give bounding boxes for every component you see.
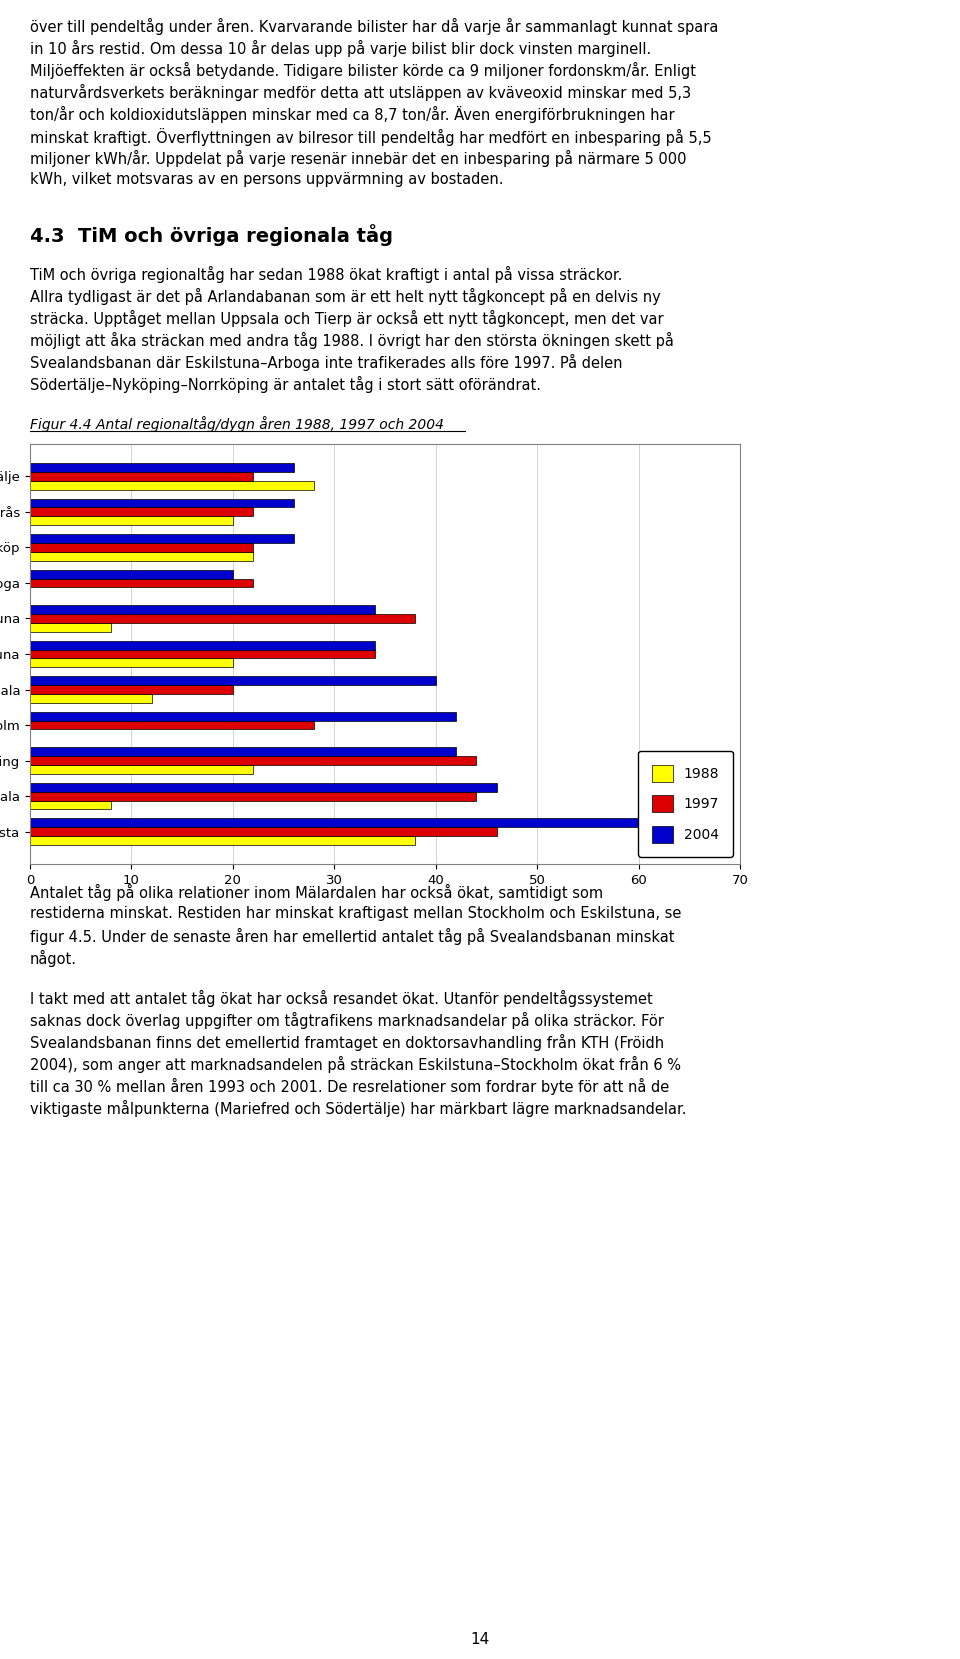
Text: viktigaste målpunkterna (Mariefred och Södertälje) har märkbart lägre marknadsan: viktigaste målpunkterna (Mariefred och S… [30,1100,686,1117]
Text: figur 4.5. Under de senaste åren har emellertid antalet tåg på Svealandsbanan mi: figur 4.5. Under de senaste åren har eme… [30,927,675,946]
Bar [30,579,253,587]
Text: saknas dock överlag uppgifter om tågtrafikens marknadsandelar på olika sträckor.: saknas dock överlag uppgifter om tågtraf… [30,1012,664,1029]
Text: Svealandsbanan finns det emellertid framtaget en doktorsavhandling från KTH (Frö: Svealandsbanan finns det emellertid fram… [30,1034,664,1052]
Bar [30,471,253,481]
Bar [30,765,253,773]
Bar [30,818,679,828]
Text: möjligt att åka sträckan med andra tåg 1988. I övrigt har den största ökningen s: möjligt att åka sträckan med andra tåg 1… [30,332,674,348]
Bar [30,534,294,542]
Bar [30,801,111,810]
Bar [30,659,233,667]
Bar [30,791,476,801]
Bar [30,614,416,622]
Bar [30,463,294,471]
Bar [30,836,416,844]
Bar [30,712,456,720]
Bar [30,499,294,508]
Text: ton/år och koldioxidutsläppen minskar med ca 8,7 ton/år. Även energiförbrukninge: ton/år och koldioxidutsläppen minskar me… [30,106,675,123]
Text: kWh, vilket motsvaras av en persons uppvärmning av bostaden.: kWh, vilket motsvaras av en persons uppv… [30,173,503,187]
Bar [30,606,374,614]
Bar [30,481,314,489]
Bar [30,685,233,693]
Text: något.: något. [30,951,77,967]
Text: 4.3  TiM och övriga regionala tåg: 4.3 TiM och övriga regionala tåg [30,224,393,246]
Text: 14: 14 [470,1632,490,1647]
Bar [30,677,436,685]
Bar [30,569,233,579]
Bar [30,552,253,561]
Text: restiderna minskat. Restiden har minskat kraftigast mellan Stockholm och Eskilst: restiderna minskat. Restiden har minskat… [30,906,682,921]
Legend: 1988, 1997, 2004: 1988, 1997, 2004 [637,750,733,858]
Text: I takt med att antalet tåg ökat har också resandet ökat. Utanför pendeltågssyste: I takt med att antalet tåg ökat har ocks… [30,990,653,1007]
Bar [30,650,374,659]
Text: Svealandsbanan där Eskilstuna–Arboga inte trafikerades alls före 1997. På delen: Svealandsbanan där Eskilstuna–Arboga int… [30,353,622,372]
Text: TiM och övriga regionaltåg har sedan 1988 ökat kraftigt i antal på vissa sträcko: TiM och övriga regionaltåg har sedan 198… [30,265,622,284]
Text: Allra tydligast är det på Arlandabanan som är ett helt nytt tågkoncept på en del: Allra tydligast är det på Arlandabanan s… [30,289,660,305]
Text: till ca 30 % mellan åren 1993 och 2001. De resrelationer som fordrar byte för at: till ca 30 % mellan åren 1993 och 2001. … [30,1078,669,1095]
Bar [30,640,374,650]
Bar [30,757,476,765]
Bar [30,542,253,552]
Text: minskat kraftigt. Överflyttningen av bilresor till pendeltåg har medfört en inbe: minskat kraftigt. Överflyttningen av bil… [30,128,711,146]
Text: Figur 4.4 Antal regionaltåg/dygn åren 1988, 1997 och 2004: Figur 4.4 Antal regionaltåg/dygn åren 19… [30,416,444,431]
Text: in 10 års restid. Om dessa 10 år delas upp på varje bilist blir dock vinsten mar: in 10 års restid. Om dessa 10 år delas u… [30,40,651,56]
Bar [30,828,496,836]
Bar [30,622,111,632]
Text: miljoner kWh/år. Uppdelat på varje resenär innebär det en inbesparing på närmare: miljoner kWh/år. Uppdelat på varje resen… [30,149,686,168]
Bar [30,720,314,730]
Bar [30,508,253,516]
Bar [30,693,152,703]
Text: Miljöeffekten är också betydande. Tidigare bilister körde ca 9 miljoner fordonsk: Miljöeffekten är också betydande. Tidiga… [30,61,696,80]
Bar [30,783,496,791]
Text: Södertälje–Nyköping–Norrköping är antalet tåg i stort sätt oförändrat.: Södertälje–Nyköping–Norrköping är antale… [30,377,541,393]
Bar [30,747,456,757]
Text: sträcka. Upptåget mellan Uppsala och Tierp är också ett nytt tågkoncept, men det: sträcka. Upptåget mellan Uppsala och Tie… [30,310,663,327]
Text: naturvårdsverkets beräkningar medför detta att utsläppen av kväveoxid minskar me: naturvårdsverkets beräkningar medför det… [30,85,691,101]
Text: över till pendeltåg under åren. Kvarvarande bilister har då varje år sammanlagt : över till pendeltåg under åren. Kvarvara… [30,18,718,35]
Bar [30,516,233,526]
Text: Antalet tåg på olika relationer inom Mälardalen har också ökat, samtidigt som: Antalet tåg på olika relationer inom Mäl… [30,884,603,901]
Text: 2004), som anger att marknadsandelen på sträckan Eskilstuna–Stockholm ökat från : 2004), som anger att marknadsandelen på … [30,1057,681,1073]
